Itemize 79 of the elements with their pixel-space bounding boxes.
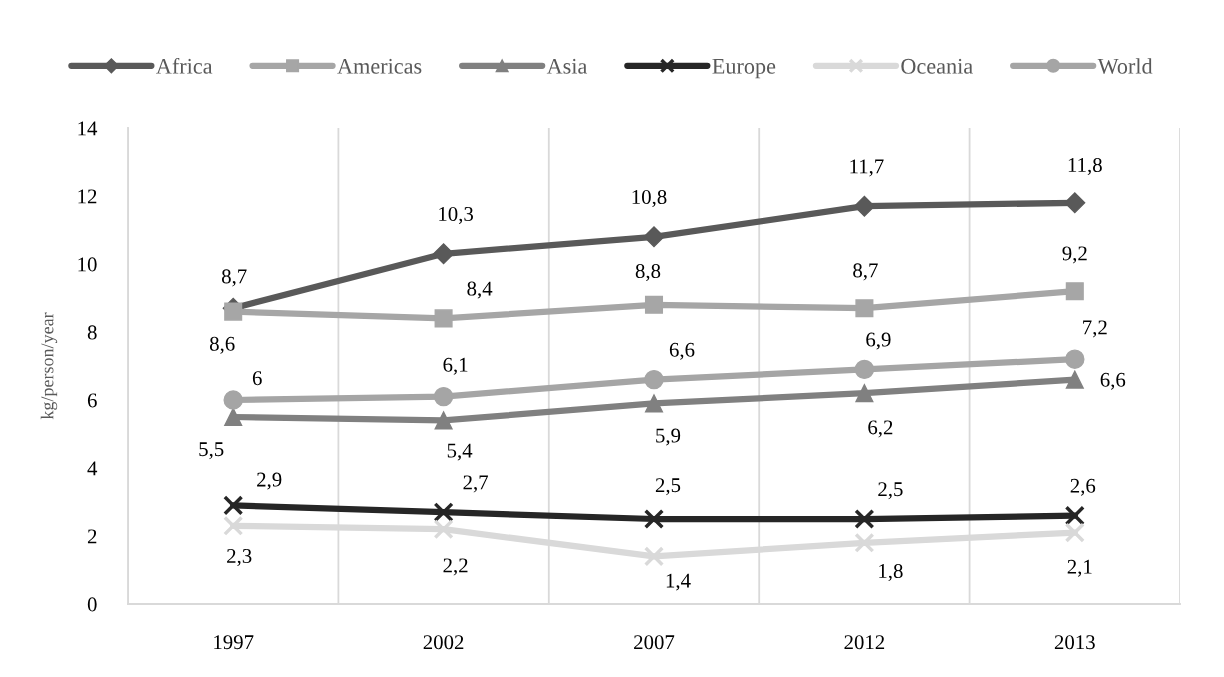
data-label: 5,9 (656, 428, 681, 446)
data-label: 7,2 (1083, 320, 1107, 338)
point (224, 302, 243, 321)
data-label: 2,9 (257, 472, 282, 490)
y-tick-label: 4 (87, 461, 98, 476)
data-label: 2,3 (227, 549, 252, 567)
point (434, 411, 453, 430)
data-label: 11,7 (850, 159, 884, 177)
legend-label: Oceania (901, 58, 973, 74)
y-tick-label: 10 (78, 257, 97, 272)
data-label: 8,8 (635, 263, 661, 282)
point (853, 195, 875, 217)
y-tick-label: 12 (78, 189, 97, 204)
point (223, 495, 244, 516)
data-label: 6,2 (868, 420, 893, 438)
point (644, 394, 664, 413)
data-label: 6,1 (443, 357, 468, 375)
y-axis-title: kg/person/year (40, 312, 58, 420)
data-label: 2,7 (463, 475, 489, 493)
point (854, 359, 875, 380)
data-label: 10,8 (632, 189, 667, 208)
data-label: 2,5 (878, 482, 903, 500)
point (644, 295, 664, 314)
data-label: 1,4 (666, 573, 691, 591)
x-tick-label: 2013 (1054, 635, 1095, 650)
y-tick-label: 14 (78, 121, 98, 136)
point (854, 532, 875, 553)
point (644, 369, 664, 390)
point (434, 309, 453, 328)
data-label: 2,6 (1070, 478, 1096, 496)
point (855, 299, 874, 318)
data-label: 6,6 (1100, 372, 1126, 390)
point (433, 502, 454, 523)
data-label: 10,3 (439, 206, 474, 225)
x-tick-label: 2012 (844, 635, 885, 650)
data-label: 8,6 (209, 336, 235, 354)
point (1065, 349, 1085, 369)
point (643, 546, 665, 567)
legend-label: Americas (337, 58, 422, 74)
data-label: 6,9 (866, 332, 891, 350)
data-label: 8,4 (467, 281, 493, 299)
data-label: 8,7 (853, 263, 878, 281)
point (1065, 282, 1084, 301)
point (1064, 522, 1085, 543)
y-tick-label: 8 (87, 325, 97, 340)
data-label: 6 (252, 371, 262, 386)
legend-label: Africa (156, 57, 213, 74)
point (224, 407, 243, 427)
x-tick-label: 2007 (634, 635, 675, 650)
point (433, 386, 454, 407)
x-tick-label: 1997 (214, 635, 254, 650)
point (433, 243, 455, 265)
point (855, 384, 874, 403)
data-label: 2,2 (443, 558, 468, 576)
y-tick-label: 6 (87, 393, 97, 408)
legend-label: World (1097, 58, 1153, 74)
point (643, 508, 665, 530)
point (1064, 505, 1085, 526)
legend-label: Asia (546, 58, 588, 74)
point (433, 519, 454, 540)
data-label: 6,6 (669, 342, 695, 360)
point (643, 226, 665, 248)
data-label: 5,4 (447, 443, 473, 461)
point (223, 390, 243, 410)
point (854, 508, 875, 530)
y-tick-label: 0 (87, 597, 97, 612)
point (1065, 370, 1084, 389)
data-label: 11,8 (1068, 157, 1102, 176)
point (1064, 192, 1086, 214)
data-label: 5,5 (199, 442, 224, 460)
data-label: 9,2 (1062, 246, 1087, 264)
data-label: 2,1 (1067, 559, 1092, 577)
point (223, 515, 244, 536)
data-label: 2,5 (655, 478, 681, 496)
legend-label: Europe (712, 59, 776, 79)
x-tick-label: 2002 (423, 635, 464, 650)
data-label: 8,7 (221, 269, 247, 287)
y-tick-label: 2 (87, 529, 97, 544)
data-label: 1,8 (879, 563, 903, 582)
